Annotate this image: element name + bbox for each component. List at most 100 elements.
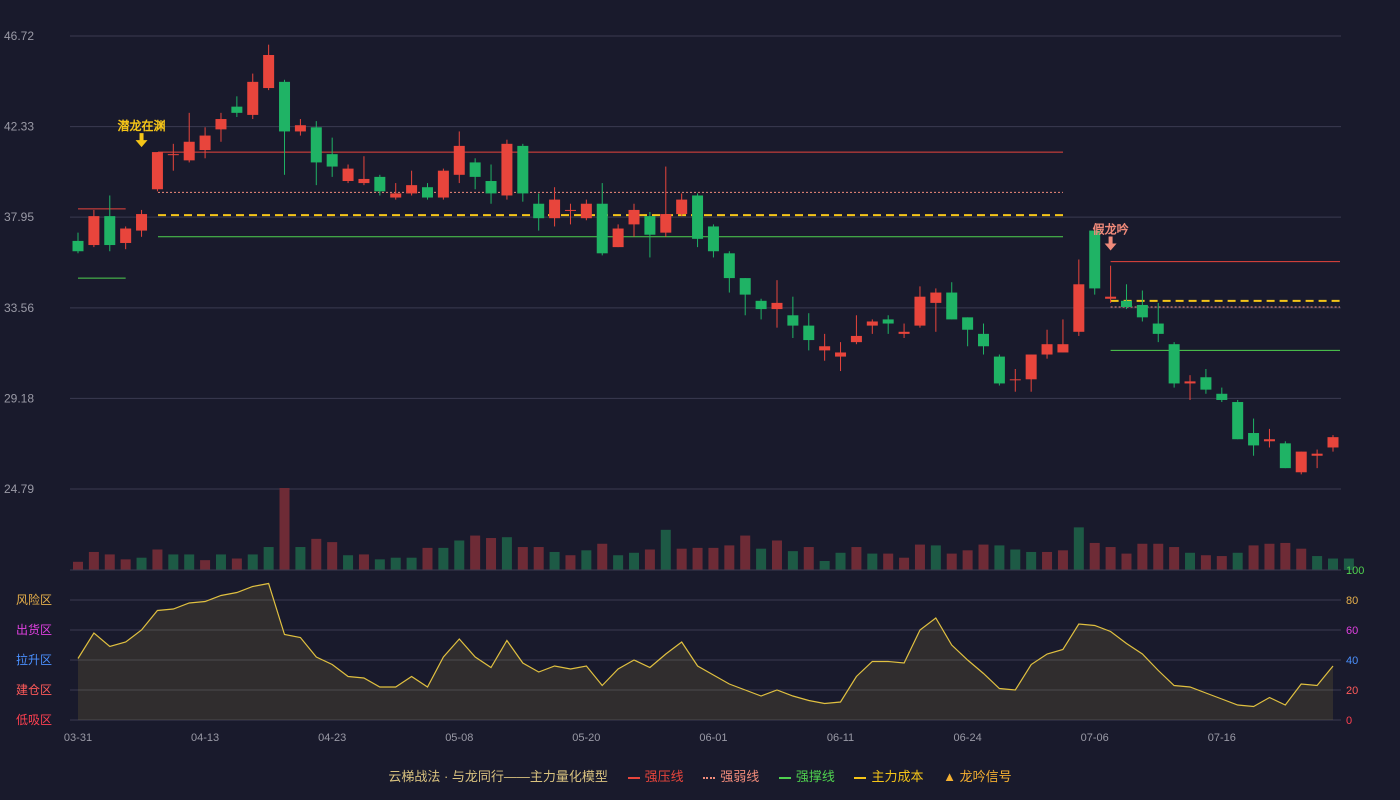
volume-bar: [438, 547, 449, 570]
candle-body: [612, 228, 624, 248]
volume-bar: [581, 550, 592, 570]
volume-bar: [1248, 545, 1259, 570]
candle-body: [1232, 402, 1244, 440]
price-tick-label: 24.79: [4, 482, 34, 496]
candle-body: [993, 356, 1005, 384]
volume-bar: [930, 545, 941, 570]
candle-body: [390, 193, 402, 198]
candle-body: [231, 106, 243, 113]
candle-body: [1200, 377, 1212, 390]
volume-bar: [231, 558, 242, 570]
candle-body: [183, 141, 195, 161]
candle-body: [151, 152, 163, 190]
candle-body: [517, 145, 529, 194]
volume-bar: [1057, 550, 1068, 570]
candle-body: [326, 154, 338, 167]
volume-bar: [914, 544, 925, 570]
volume-bar: [136, 557, 147, 570]
volume-bar: [1280, 542, 1291, 570]
x-tick-label: 05-20: [572, 732, 600, 744]
candle-body: [358, 178, 370, 184]
x-tick-label: 05-08: [445, 732, 473, 744]
volume-bar: [152, 549, 163, 570]
volume-bar: [1312, 556, 1323, 570]
candle-body: [342, 168, 354, 182]
signal-label: 潜龙在渊: [118, 118, 166, 133]
x-tick-label: 04-13: [191, 732, 219, 744]
candle-body: [580, 203, 592, 219]
candle-body: [549, 199, 561, 219]
oscillator-zone-label: 风险区: [16, 592, 52, 607]
legend-item-weak[interactable]: 强弱线: [703, 766, 759, 785]
volume-bar: [883, 553, 894, 570]
volume-bar: [994, 545, 1005, 570]
candle-body: [501, 143, 513, 196]
candle-body: [771, 302, 783, 310]
candle-body: [120, 228, 132, 243]
candle-body: [692, 195, 704, 239]
x-tick-label: 06-01: [699, 732, 727, 744]
volume-bar: [486, 538, 497, 570]
volume-bar: [835, 552, 846, 570]
volume-bar: [1089, 542, 1100, 570]
candle-body: [596, 203, 608, 254]
candle-body: [1136, 304, 1148, 318]
candle-body: [676, 199, 688, 215]
candle-body: [136, 214, 148, 231]
signal-arrow-icon: [1104, 236, 1117, 251]
volume-bar: [200, 560, 211, 570]
oscillator-zone-label: 出货区: [16, 622, 52, 637]
volume-bar: [756, 548, 767, 570]
candle-body: [167, 154, 179, 156]
candle-body: [1089, 230, 1101, 289]
candle-body: [1295, 451, 1307, 473]
volume-bar: [533, 547, 544, 570]
volume-bar: [88, 551, 99, 570]
candle-body: [835, 352, 847, 357]
candle-body: [962, 317, 974, 330]
volume-bar: [120, 559, 131, 570]
volume-bar: [390, 557, 401, 570]
candle-body: [1152, 323, 1164, 334]
volume-bar: [692, 547, 703, 570]
candle-body: [1263, 439, 1275, 442]
candle-body: [533, 203, 545, 219]
volume-bar: [803, 547, 814, 570]
legend-item-signal[interactable]: ▲ 龙吟信号: [943, 769, 1012, 784]
volume-bar: [1343, 558, 1354, 570]
x-tick-label: 03-31: [64, 732, 92, 744]
volume-bar: [740, 535, 751, 570]
x-tick-label: 06-24: [954, 732, 982, 744]
volume-bar: [1153, 543, 1164, 570]
volume-bar: [629, 552, 640, 570]
oscillator-tick-label: 60: [1346, 625, 1358, 637]
candle-body: [1057, 344, 1069, 353]
volume-bar: [597, 543, 608, 570]
candle-body: [914, 296, 926, 326]
candle-body: [421, 187, 433, 198]
legend-item-support[interactable]: 强撑线: [778, 766, 835, 785]
candle-body: [1327, 437, 1339, 448]
candle-body: [1311, 453, 1323, 456]
candle-body: [104, 216, 116, 246]
volume-bar: [168, 554, 179, 570]
x-tick-label: 04-23: [318, 732, 346, 744]
price-tick-label: 29.18: [4, 391, 34, 405]
legend-item-pressure[interactable]: 强压线: [627, 766, 684, 785]
volume-bar: [1010, 549, 1021, 570]
candle-body: [374, 176, 386, 192]
volume-bar: [279, 488, 290, 570]
volume-bar: [1200, 555, 1211, 570]
legend-item-cost[interactable]: 主力成本: [854, 766, 924, 785]
volume-bar: [644, 549, 655, 570]
volume-bar: [1073, 527, 1084, 570]
candle-body: [803, 325, 815, 341]
chart-legend: 云梯战法 · 与龙同行——主力量化模型 强压线 强弱线 强撑线 主力成本 ▲ 龙…: [0, 766, 1400, 785]
candle-body: [866, 321, 878, 326]
volume-bar: [1296, 548, 1307, 570]
volume-bar: [978, 544, 989, 570]
candle-body: [247, 81, 259, 115]
volume-bar: [787, 551, 798, 570]
candle-body: [1248, 433, 1260, 446]
